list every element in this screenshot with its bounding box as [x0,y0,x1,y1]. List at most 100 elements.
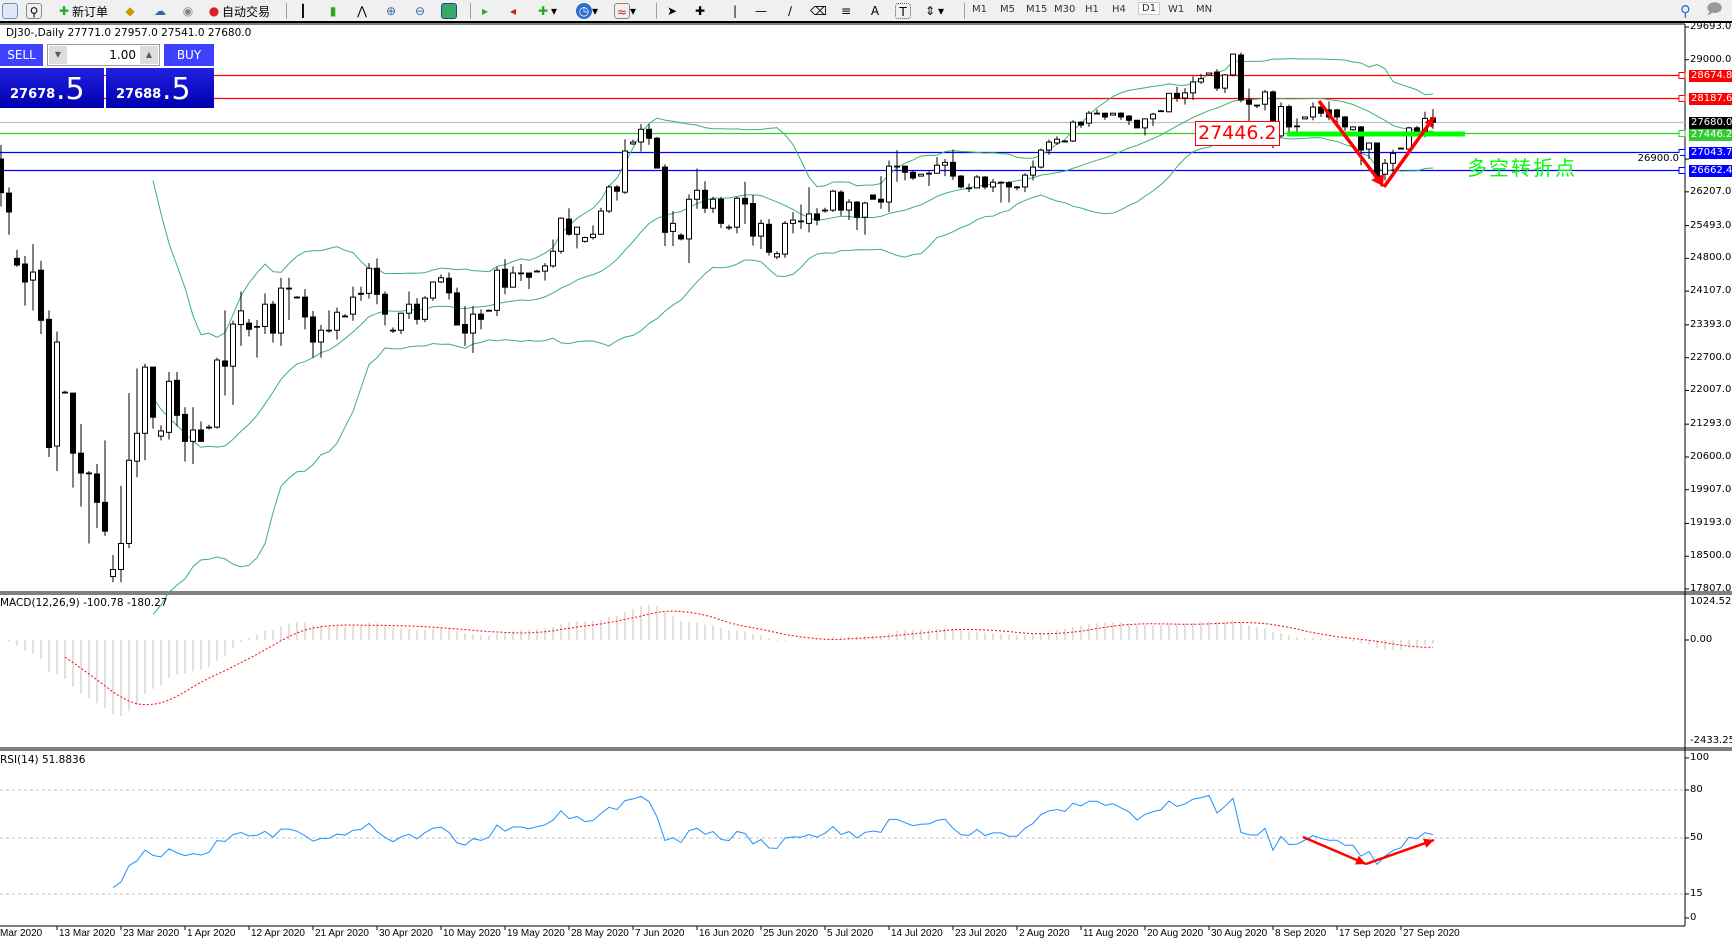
candle-body [30,271,36,281]
timeframe-m5[interactable]: M5 [1000,4,1015,15]
timeframe-w1[interactable]: W1 [1168,4,1185,15]
signals-icon[interactable]: ◉ [182,4,194,18]
candle-body [1126,115,1132,121]
candle-body [1182,92,1188,99]
periods-clock-icon[interactable]: ◷ ▾ [576,2,598,20]
candle-body [782,222,788,255]
candle-body [1174,92,1180,99]
candle-body [542,265,548,272]
equidistant-channel-icon[interactable]: ⌫ [810,4,827,18]
candle-body [718,198,724,224]
candle-body [582,237,588,242]
one-click-trading-panel: SELL ▼ 1.00 ▲ BUY 27678 .5 27688 .5 [0,44,214,108]
date-label: 7 Jun 2020 [635,928,685,939]
timeframe-m1[interactable]: M1 [972,4,987,15]
date-label: 27 Sep 2020 [1403,928,1460,939]
timeframe-m15[interactable]: M15 [1026,4,1048,15]
volume-input[interactable]: 1.00 [109,48,136,62]
candle-body [614,186,620,192]
candle-body [1214,71,1220,89]
candle-body [1374,142,1380,178]
auto-trading-button[interactable]: ● 自动交易 [206,2,270,20]
candle-body [126,459,132,544]
candlestick-chart-icon[interactable]: ▮ [329,4,337,18]
macd-tick-label: -2433.25 [1690,735,1732,746]
date-label: 17 Sep 2020 [1339,928,1396,939]
chat-icon[interactable]: 🗩 [1706,0,1723,18]
search-icon[interactable]: ⚲ [1680,2,1691,20]
timeframe-mn[interactable]: MN [1196,4,1213,15]
metaeditor-icon[interactable]: ◆ [125,4,135,18]
candle-body [94,473,100,503]
vertical-line-icon[interactable]: | [732,4,738,18]
zoom-in-icon[interactable]: ⊕ [385,4,397,18]
toolbar-separator [656,3,657,19]
candle-body [134,432,140,462]
cursor-icon[interactable]: ➤ [666,4,678,18]
candle-body [494,269,500,311]
zoom-out-icon[interactable]: ⊖ [414,4,426,18]
auto-scroll-icon[interactable]: ▸ [481,4,489,18]
candle-body [1094,112,1100,115]
candle-body [598,210,604,235]
candle-body [38,269,44,321]
candle-body [318,329,324,343]
price-tick-label: 25493.0 [1690,220,1732,231]
indicators-icon[interactable]: ✚ ▾ [537,4,558,18]
candle-body [102,501,108,532]
crosshair-icon[interactable]: ✚ [694,4,706,18]
sell-button[interactable]: SELL [0,44,43,66]
candle-body [774,253,780,258]
candle-body [870,194,876,200]
candle-body [1158,110,1164,113]
volume-stepper[interactable]: ▼ 1.00 ▲ [47,44,160,66]
timeframe-m30[interactable]: M30 [1054,4,1076,15]
timeframe-h4[interactable]: H4 [1112,4,1126,15]
horizontal-line-icon[interactable]: — [755,4,767,18]
date-label: 2 Aug 2020 [1019,928,1070,939]
templates-icon[interactable]: ≈ ▾ [614,2,636,20]
text-icon[interactable]: A [870,4,880,18]
reversal-point-annotation[interactable]: 多空转折点 [1467,156,1577,180]
timeframe-d1[interactable]: D1 [1138,2,1161,15]
buy-price-box[interactable]: 27688 .5 [106,68,214,108]
candle-body [686,198,692,240]
candle-body [174,379,180,416]
text-label-icon[interactable]: T [895,2,911,20]
volume-increase-icon[interactable]: ▲ [140,46,158,64]
sell-price-box[interactable]: 27678 .5 [0,68,104,108]
date-label: 1 Apr 2020 [187,928,236,939]
buy-button[interactable]: BUY [164,44,214,66]
trendline-icon[interactable]: ∕ [787,4,793,18]
candle-body [1286,106,1292,128]
candle-body [182,413,188,442]
volume-decrease-icon[interactable]: ▼ [49,46,67,64]
bar-chart-icon[interactable]: ┃ [299,4,307,18]
tile-windows-icon[interactable] [441,2,457,20]
chart-header: DJ30-,Daily 27771.0 27957.0 27541.0 2768… [6,27,252,39]
candle-body [1254,104,1260,107]
buy-price-big: .5 [162,72,191,107]
arrows-icon[interactable]: ⇕ ▾ [924,4,945,18]
candle-body [358,292,364,295]
fibonacci-icon[interactable]: ≡ [840,4,852,18]
candle-body [942,161,948,166]
new-order-button[interactable]: ✚ 新订单 [56,2,108,20]
candle-body [198,429,204,442]
line-handle [1678,167,1686,174]
price-annotation-label[interactable]: 27446.2 [1195,121,1280,146]
line-chart-icon[interactable]: ⋀ [357,4,367,18]
navigator-icon[interactable]: ☁ [154,4,166,18]
candle-body [158,430,164,437]
date-label: 5 Jul 2020 [827,928,874,939]
new-chart-icon[interactable] [2,2,18,20]
profiles-icon[interactable]: ⚲ [26,2,42,20]
candle-body [894,165,900,168]
rsi-tick-label: 100 [1690,752,1710,763]
chart-shift-icon[interactable]: ◂ [509,4,517,18]
candle-body [86,472,92,475]
candle-body [950,161,956,177]
timeframe-h1[interactable]: H1 [1085,4,1099,15]
candle-body [214,359,220,428]
